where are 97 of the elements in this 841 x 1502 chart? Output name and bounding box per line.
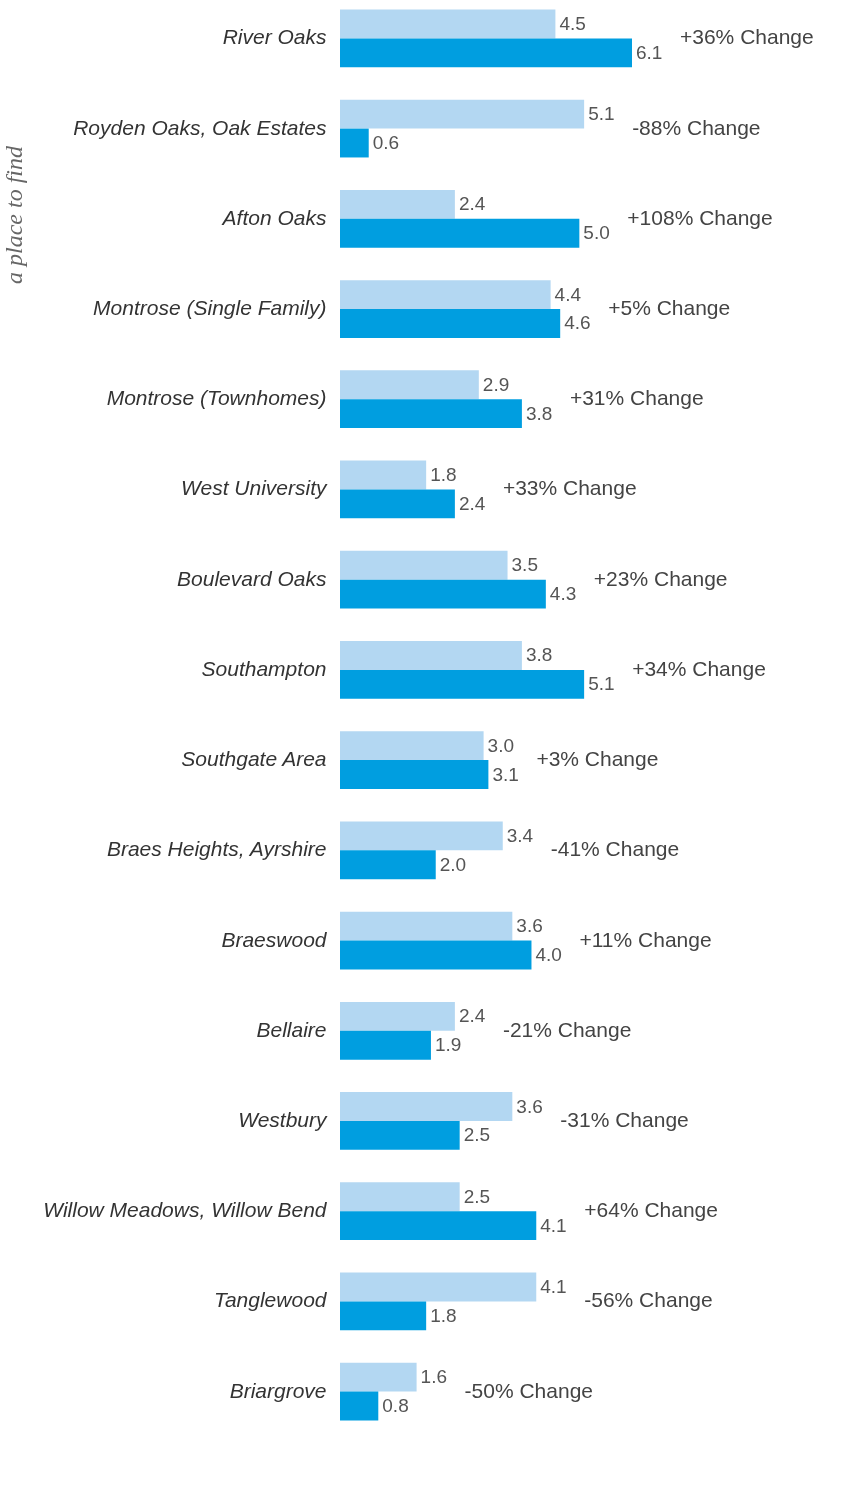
text: -88% Change <box>632 115 761 139</box>
bar <box>340 760 489 789</box>
y-tick-label: Montrose (Townhomes) <box>106 386 327 410</box>
bar <box>340 1272 537 1302</box>
data-label: 5.1 <box>588 103 615 125</box>
data-label: 2.5 <box>463 1124 491 1146</box>
data-label: 2.4 <box>458 492 486 514</box>
bar <box>340 1182 460 1212</box>
text: +34% Change <box>632 656 766 680</box>
annotation: +33% Change <box>502 476 637 500</box>
bar <box>340 1211 537 1241</box>
bar <box>340 370 479 400</box>
bar <box>340 309 561 338</box>
annotation: -50% Change <box>464 1378 594 1402</box>
bar <box>340 1362 417 1392</box>
data-label: 1.6 <box>420 1366 448 1388</box>
data-label: 3.8 <box>525 644 553 666</box>
bar <box>340 1301 427 1331</box>
data-label: 3.6 <box>516 1095 543 1117</box>
bar <box>340 579 546 609</box>
data-label: 3.0 <box>487 734 515 756</box>
data-label: 3.5 <box>511 554 538 576</box>
data-label: 4.6 <box>564 312 591 334</box>
bar <box>340 99 585 129</box>
bar <box>340 399 522 429</box>
bar <box>340 850 436 880</box>
data-label: 4.1 <box>540 1275 567 1297</box>
y-tick-label: Afton Oaks <box>220 205 327 229</box>
data-label: 4.3 <box>549 583 577 605</box>
bar <box>340 489 455 519</box>
y-tick-label: Southampton <box>201 656 327 680</box>
y-tick-label: Southgate Area <box>181 747 327 771</box>
annotation: +64% Change <box>584 1198 718 1222</box>
data-label: 3.6 <box>516 915 543 937</box>
y-tick-label: Briargrove <box>229 1378 327 1402</box>
text: +36% Change <box>680 25 814 49</box>
bar <box>340 189 455 219</box>
bar <box>340 1030 431 1060</box>
bar <box>340 1391 379 1421</box>
data-label: 4.0 <box>535 943 562 965</box>
data-label: 2.4 <box>458 1005 486 1027</box>
y-tick-label: West University <box>181 476 328 500</box>
data-label: 0.8 <box>382 1395 409 1417</box>
data-label: 3.8 <box>525 402 553 424</box>
bar <box>340 1001 455 1031</box>
data-label: 5.0 <box>583 222 610 244</box>
bar <box>340 911 513 941</box>
y-tick-label: Tanglewood <box>214 1288 328 1312</box>
bar <box>340 38 632 68</box>
data-label: 6.1 <box>636 41 663 63</box>
bar <box>340 940 532 970</box>
data-label: 2.0 <box>439 853 467 875</box>
data-label: 3.1 <box>492 763 519 785</box>
y-tick-label: Royden Oaks, Oak Estates <box>73 115 327 139</box>
annotation: -56% Change <box>584 1288 713 1312</box>
bar <box>340 460 427 490</box>
annotation: +31% Change <box>569 386 704 410</box>
bar <box>340 641 522 670</box>
annotation: +108% Change <box>627 205 773 229</box>
y-tick-label: Montrose (Single Family) <box>93 296 327 320</box>
data-label: 3.4 <box>506 824 534 846</box>
bar <box>340 128 369 158</box>
bar <box>340 1092 513 1121</box>
bar <box>340 669 585 699</box>
data-label: 4.4 <box>554 283 582 305</box>
annotation: +11% Change <box>579 927 712 951</box>
data-label: 0.6 <box>372 132 400 154</box>
y-tick-label: Willow Meadows, Willow Bend <box>43 1198 328 1222</box>
data-label: 5.1 <box>588 673 615 695</box>
annotation: -31% Change <box>560 1107 689 1131</box>
bar <box>340 550 508 580</box>
data-label: 1.9 <box>434 1034 462 1056</box>
data-label: 1.8 <box>430 1304 457 1326</box>
annotation: -21% Change <box>502 1017 632 1041</box>
annotation: +5% Change <box>608 296 731 320</box>
bar <box>340 9 556 39</box>
data-label: 4.5 <box>559 12 586 34</box>
bar <box>340 218 580 248</box>
bar <box>340 821 503 851</box>
annotation: +3% Change <box>536 747 659 771</box>
data-label: 1.8 <box>430 464 457 486</box>
y-tick-label: River Oaks <box>222 25 327 49</box>
data-label: 2.5 <box>463 1185 491 1207</box>
annotation: -41% Change <box>550 837 680 861</box>
bar <box>340 731 484 761</box>
y-tick-label: Braes Heights, Ayrshire <box>106 837 327 861</box>
data-label: 2.4 <box>458 193 486 215</box>
y-tick-label: Bellaire <box>256 1017 327 1041</box>
bar <box>340 280 551 310</box>
bar <box>340 1120 460 1150</box>
text: a place to find <box>1 145 27 284</box>
y-tick-label: Westbury <box>238 1107 328 1131</box>
y-tick-label: Boulevard Oaks <box>177 566 327 590</box>
annotation: +23% Change <box>593 566 728 590</box>
data-label: 2.9 <box>482 373 510 395</box>
y-tick-label: Braeswood <box>221 927 328 951</box>
data-label: 4.1 <box>540 1214 567 1236</box>
